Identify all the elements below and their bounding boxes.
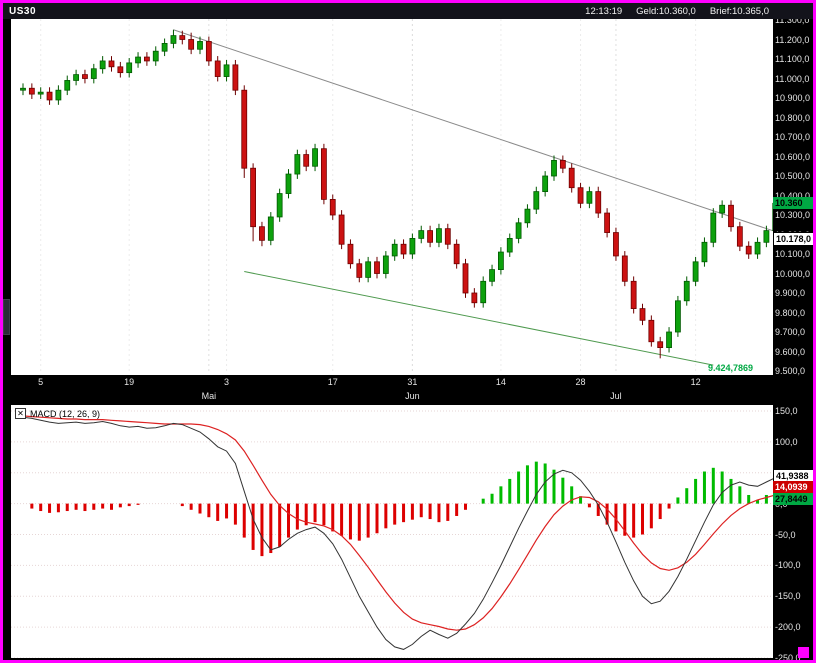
date-axis-label: 5 [38,377,44,387]
price-axis-label: 10.500,0 [775,171,811,181]
trendline-value-label: 9.424,7869 [708,363,754,373]
price-axis-label: 11.100,0 [775,54,810,64]
bid-quote: Geld:10.360,0 [636,5,696,17]
date-axis-label: 3 [224,377,230,387]
price-axis-label: 11.200,0 [775,34,810,45]
clock-time: 12:13:19 [585,5,623,17]
date-axis-label: 14 [495,377,506,387]
macd-axis-label: -150,0 [775,591,801,602]
macd-chart[interactable] [11,405,773,658]
macd-axis-label: -200,0 [775,622,801,633]
ask-quote: Brief:10.365,0 [709,5,769,17]
month-axis-label: Jun [405,391,420,401]
current-price-badge: 10.360 [773,197,813,209]
macd-axis-label: -250,0 [775,653,801,663]
price-axis-label: 10.000,0 [775,268,811,279]
price-axis-label: 10.600,0 [775,151,811,162]
resize-handle[interactable] [798,647,809,658]
close-indicator-button[interactable]: ✕ [15,408,26,419]
quote-strip: 12:13:19 Geld:10.360,0 Brief:10.365,0 [585,6,769,17]
price-axis-label: 9.600,0 [775,346,806,357]
date-axis-label: 19 [124,377,135,387]
month-axis-label: Jul [610,391,622,401]
price-axis-label: 10.900,0 [775,93,811,103]
histogram-value-badge: 27,8449 [773,493,813,505]
price-axis-label: 9.900,0 [775,288,806,298]
month-axis-label: Mai [201,391,217,401]
symbol-label: US30 [9,5,37,17]
price-axis-label: 9.800,0 [775,307,806,318]
macd-axis-label: 150,0 [775,406,798,416]
macd-indicator-title: MACD (12, 26, 9) [30,408,101,419]
price-chart-panel[interactable] [11,19,773,375]
macd-panel[interactable] [11,405,773,658]
price-axis-label: 10.700,0 [775,132,811,142]
price-axis-label: 10.800,0 [775,112,811,123]
price-axis-label: 10.100,0 [775,249,811,259]
price-candlestick-chart[interactable] [11,19,773,375]
date-axis-label: 31 [407,377,418,387]
macd-indicator-header: ✕ MACD (12, 26, 9) [15,408,100,419]
price-axis-label: 9.500,0 [775,366,806,376]
price-axis-label: 11.000,0 [775,73,810,84]
titlebar[interactable]: US30 12:13:19 Geld:10.360,0 Brief:10.365… [3,3,813,19]
macd-axis-label: -100,0 [775,560,801,571]
signal-value-badge: 14,0939 [773,481,813,493]
last-price-badge: 10.178,0 [773,232,813,246]
date-axis-label: 28 [575,377,586,387]
panel-collapse-handle[interactable] [3,299,10,335]
price-axis-label: 9.700,0 [775,327,806,337]
macd-axis-label: 100,0 [775,436,798,447]
date-axis-label: 17 [327,377,338,387]
date-axis-label: 12 [690,377,701,387]
macd-axis-label: -50,0 [775,529,796,540]
price-axis-label: 10.300,0 [775,210,811,220]
